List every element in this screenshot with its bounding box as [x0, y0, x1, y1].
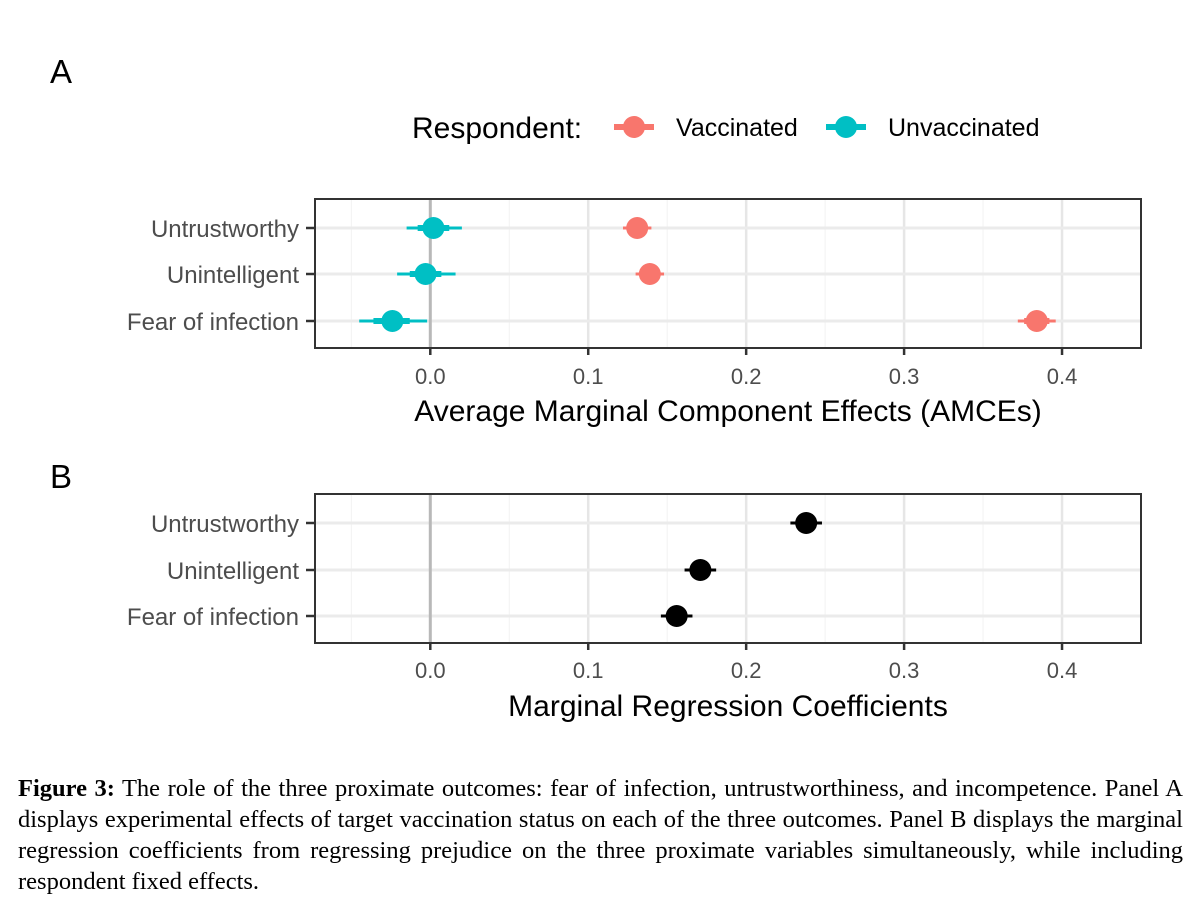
coefficient-point [689, 559, 712, 581]
panel-a-x-ticks: 0.0 0.1 0.2 0.3 0.4 [415, 347, 1077, 389]
figure-caption: Figure 3: The role of the three proximat… [18, 773, 1183, 897]
panel-b-x-tick-label: 0.1 [573, 658, 604, 683]
panel-b-letter: B [50, 458, 72, 495]
legend: Respondent: Vaccinated Unvaccinated [412, 112, 1039, 145]
panel-b-x-tick-label: 0.0 [415, 658, 446, 683]
panel-b-category-label: Unintelligent [167, 558, 299, 585]
panel-a-category-labels: Untrustworthy Unintelligent Fear of infe… [127, 216, 299, 336]
caption-label: Figure 3: [18, 775, 115, 802]
panel-b-category-label: Fear of infection [127, 604, 299, 631]
panel-a-letter: A [50, 53, 72, 90]
panel-a-x-tick-label: 0.4 [1047, 364, 1078, 389]
panel-a-category-label: Untrustworthy [151, 216, 299, 243]
panel-b-x-tick-label: 0.3 [889, 658, 920, 683]
panel-a-category-label: Fear of infection [127, 309, 299, 336]
vaccinated-point [638, 263, 661, 285]
unvaccinated-point [414, 263, 437, 285]
panel-b-x-tick-label: 0.4 [1047, 658, 1078, 683]
panel-a-x-axis-title: Average Marginal Component Effects (AMCE… [414, 395, 1042, 428]
legend-label-vaccinated: Vaccinated [676, 114, 798, 142]
panel-b-category-labels: Untrustworthy Unintelligent Fear of infe… [127, 511, 299, 631]
vaccinated-point [626, 217, 649, 239]
panel-a-marks [359, 217, 1056, 332]
panel-a-x-tick-label: 0.0 [415, 364, 446, 389]
legend-key-vaccinated-dot [623, 116, 645, 138]
unvaccinated-point [422, 217, 445, 239]
panel-a-y-ticks [306, 226, 315, 323]
caption-text: The role of the three proximate outcomes… [18, 775, 1183, 895]
figure: A B Respondent: Vaccinated Unvaccinated … [50, 53, 1142, 723]
panel-b-y-ticks [306, 521, 315, 618]
panel-a-x-tick-label: 0.2 [731, 364, 762, 389]
panel-b-x-tick-label: 0.2 [731, 658, 762, 683]
panel-b-x-ticks: 0.0 0.1 0.2 0.3 0.4 [415, 642, 1077, 683]
legend-label-unvaccinated: Unvaccinated [888, 114, 1039, 142]
legend-key-unvaccinated [826, 116, 866, 138]
panel-b-x-axis-title: Marginal Regression Coefficients [508, 690, 948, 723]
coefficient-point [795, 512, 818, 534]
panel-a: Untrustworthy Unintelligent Fear of infe… [127, 198, 1142, 428]
vaccinated-point [1025, 310, 1048, 332]
legend-key-vaccinated [614, 116, 654, 138]
panel-a-x-tick-label: 0.1 [573, 364, 604, 389]
panel-b-frame [314, 493, 1142, 644]
panel-a-category-label: Unintelligent [167, 262, 299, 289]
panel-b: Untrustworthy Unintelligent Fear of infe… [127, 493, 1142, 723]
panel-b-grid [315, 494, 1142, 642]
unvaccinated-point [381, 310, 404, 332]
panel-a-x-tick-label: 0.3 [889, 364, 920, 389]
legend-title: Respondent: [412, 112, 582, 145]
legend-key-unvaccinated-dot [835, 116, 857, 138]
panel-b-category-label: Untrustworthy [151, 511, 299, 538]
coefficient-point [665, 605, 688, 627]
panel-b-marks [660, 512, 822, 627]
